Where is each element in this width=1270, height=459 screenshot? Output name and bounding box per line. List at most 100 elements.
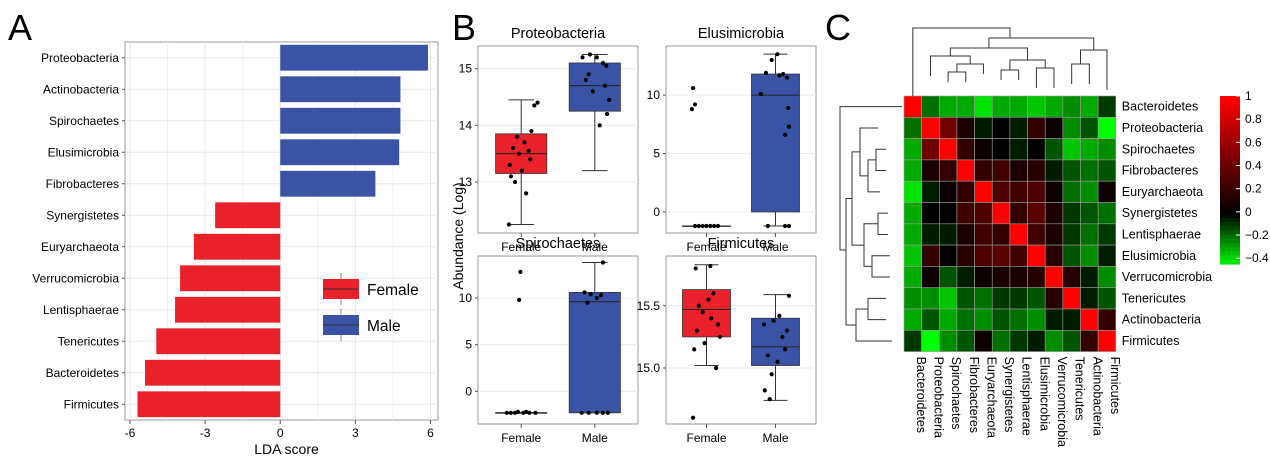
x-tick-label: Male: [582, 431, 608, 445]
heatmap-cell: [991, 329, 1011, 352]
data-point: [600, 60, 606, 66]
row-label: Synergistetes: [1122, 206, 1198, 220]
row-label: Lentisphaerae: [1122, 227, 1201, 241]
data-point: [784, 75, 790, 80]
heatmap-cell: [991, 223, 1011, 246]
colorbar-tick-label: 0.4: [1245, 159, 1262, 173]
column-label: Spirochaetes: [949, 357, 963, 430]
data-point: [777, 313, 782, 318]
heatmap-cell: [903, 329, 922, 352]
heatmap-cell: [1027, 244, 1046, 267]
heatmap-cell: [921, 329, 940, 352]
heatmap-cell: [1080, 180, 1099, 203]
heatmap-cell: [974, 159, 993, 182]
bar: [145, 359, 281, 386]
heatmap-cell: [974, 308, 993, 331]
row-label: Spirochaetes: [1122, 142, 1195, 156]
heatmap-cell: [1009, 223, 1028, 246]
colorbar-tick-label: −0.4: [1245, 251, 1269, 265]
subplot-title: Elusimicrobia: [698, 26, 785, 42]
dendrogram-branch: [845, 198, 856, 326]
dendrogram-branch: [1071, 63, 1090, 84]
heatmap-cell: [1009, 138, 1028, 161]
box-iqr: [751, 317, 800, 366]
heatmap-cell: [956, 180, 975, 203]
heatmap-cell: [974, 95, 993, 118]
colorbar-segment: [1220, 175, 1240, 181]
row-label: Verrucomicrobia: [1122, 270, 1212, 284]
heatmap-cell: [1009, 287, 1028, 310]
heatmap-cell: [974, 180, 993, 203]
bar: [280, 170, 376, 197]
heatmap-cell: [921, 223, 940, 246]
colorbar-segment: [1220, 171, 1240, 177]
y-tick-label: 14: [459, 118, 473, 132]
heatmap-cell: [938, 244, 958, 267]
y-tick-label: 0: [653, 205, 660, 219]
data-point: [783, 347, 788, 352]
heatmap-cell: [956, 95, 975, 118]
data-point: [708, 223, 713, 229]
abundance-boxplots: Proteobacteria 13 14 15 Female Male Elusimicro…: [450, 26, 817, 445]
colorbar-segment: [1220, 108, 1240, 114]
bar: [137, 391, 281, 418]
heatmap-cell: [1080, 223, 1099, 246]
data-point: [579, 410, 584, 415]
heatmap-cell: [938, 117, 958, 139]
column-label: Euryarchaeota: [984, 357, 998, 438]
heatmap-cell: [1027, 223, 1046, 246]
heatmap-cell: [1080, 329, 1099, 352]
column-label: Tenericutes: [1073, 357, 1087, 421]
heatmap-cell: [903, 180, 922, 203]
data-point: [510, 145, 516, 151]
data-point: [526, 148, 531, 153]
heatmap-cell: [1009, 180, 1028, 203]
heatmap-cell: [991, 159, 1011, 182]
x-tick-label: Female: [686, 431, 726, 445]
heatmap-cell: [1080, 117, 1099, 139]
heatmap-cell: [1097, 138, 1117, 161]
heatmap-cell: [1044, 95, 1064, 118]
data-point: [786, 124, 792, 129]
data-point: [519, 168, 525, 173]
dendrogram-branch: [871, 255, 890, 278]
data-point: [780, 334, 785, 339]
heatmap-cell: [938, 159, 958, 182]
bar: [280, 76, 401, 103]
data-point: [586, 410, 591, 415]
heatmap-cell: [956, 117, 975, 139]
row-label: Firmicutes: [1122, 334, 1180, 348]
heatmap-cell: [974, 117, 993, 139]
colorbar-tick-label: 0.8: [1245, 112, 1262, 126]
y-tick-label: 15: [459, 62, 473, 76]
heatmap-cell: [991, 180, 1011, 203]
heatmap-cell: [1097, 223, 1117, 246]
data-point: [597, 123, 602, 128]
x-tick-label: 3: [352, 426, 359, 440]
category-label: Elusimicrobia: [48, 145, 120, 159]
heatmap-cell: [1097, 308, 1117, 331]
column-label: Actinobacteria: [1090, 357, 1104, 436]
colorbar-segment: [1220, 196, 1240, 202]
data-point: [714, 365, 719, 371]
y-tick-label: 15.5: [637, 299, 661, 313]
data-point: [709, 316, 714, 321]
column-label: Elusimicrobia: [1037, 357, 1051, 431]
heatmap-cell: [903, 287, 922, 310]
row-label: Euryarchaeota: [1122, 185, 1203, 199]
heatmap-cell: [938, 95, 958, 118]
x-tick-label: Male: [582, 240, 608, 254]
colorbar-segment: [1220, 163, 1240, 168]
x-axis-title: LDA score: [254, 441, 319, 457]
data-point: [508, 410, 514, 415]
data-point: [786, 105, 791, 111]
colorbar-segment: [1220, 96, 1240, 101]
colorbar-segment: [1220, 159, 1240, 164]
category-label: Proteobacteria: [41, 51, 119, 65]
heatmap-cell: [1044, 287, 1064, 310]
category-label: Verrucomicrobia: [32, 271, 119, 285]
column-label: Lentisphaerae: [1020, 357, 1034, 436]
heatmap-cell: [974, 244, 993, 267]
dendrogram-branch: [875, 148, 886, 172]
heatmap-cell: [974, 202, 993, 225]
